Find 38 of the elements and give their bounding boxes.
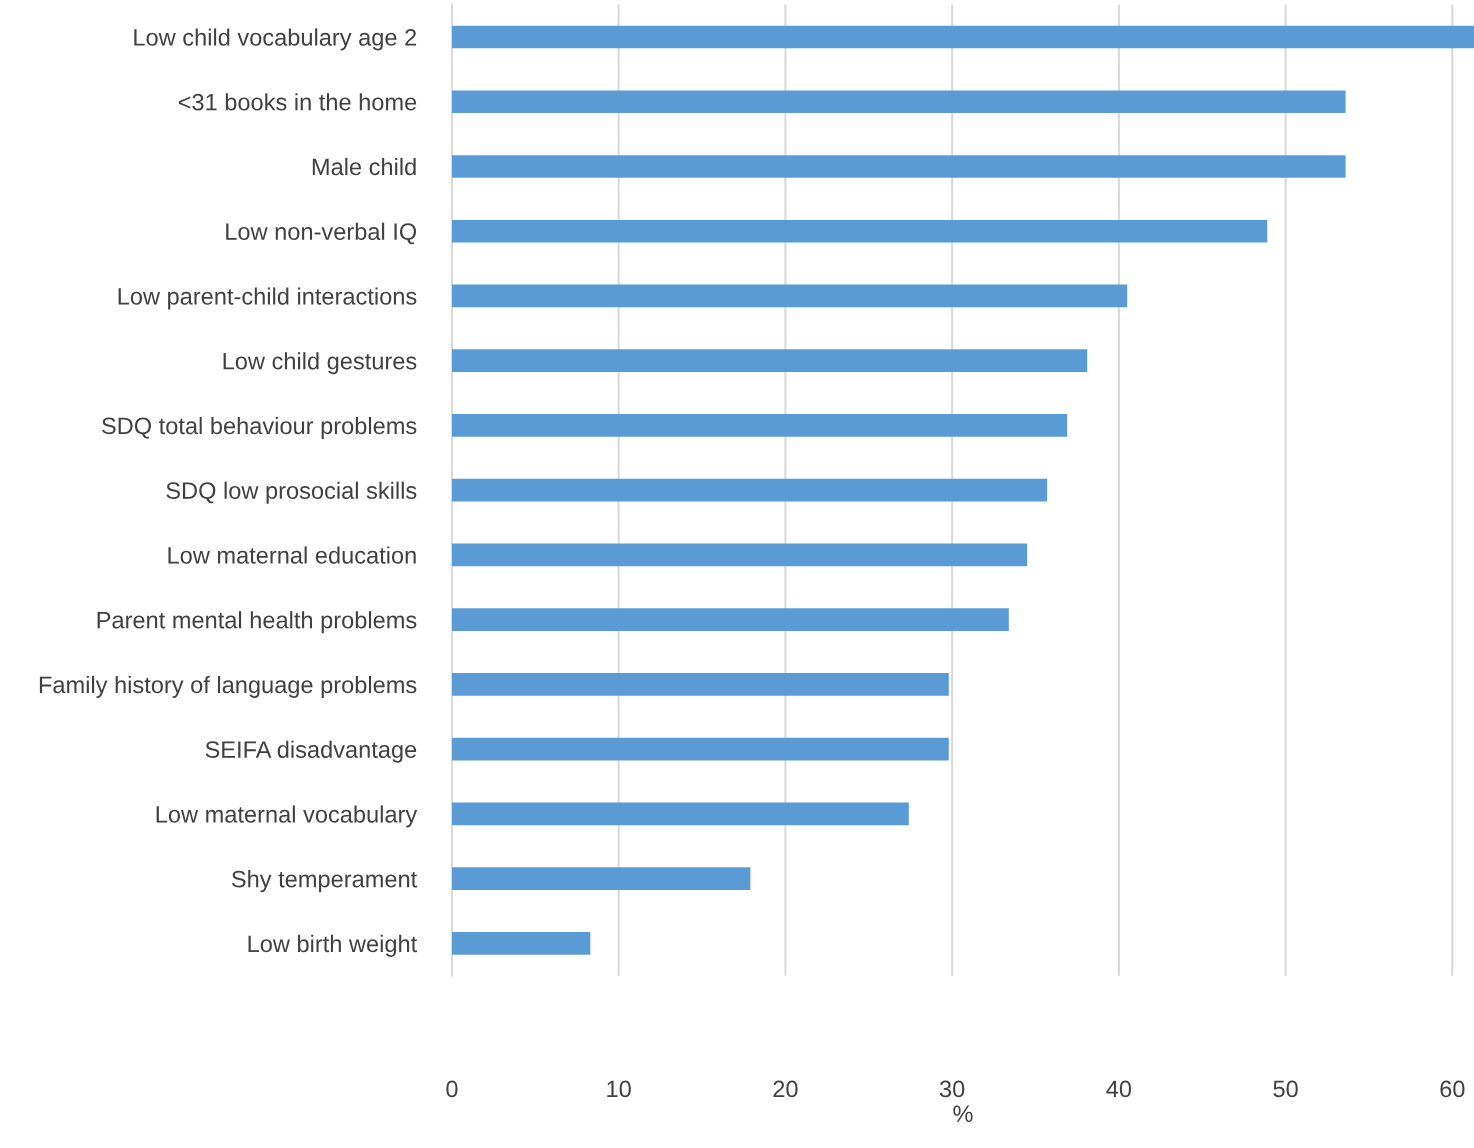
- bar: [451, 349, 1088, 373]
- x-tick-label: 30: [939, 1080, 965, 1098]
- bar: [451, 155, 1346, 178]
- y-tick-label: Low parent-child interactions: [118, 287, 417, 310]
- y-tick-label: Low maternal vocabulary: [156, 805, 418, 828]
- y-tick-label: Low birth weight: [248, 934, 418, 957]
- y-tick-label: Family history of language problems: [39, 675, 417, 698]
- y-tick-label: Low child gestures: [223, 352, 417, 375]
- y-tick-label: <31 books in the home: [178, 93, 417, 111]
- bar: [451, 25, 1474, 49]
- bar: [451, 414, 1068, 437]
- y-tick-label: SEIFA disadvantage: [205, 740, 417, 763]
- bar: [451, 478, 1048, 502]
- y-tick-label: Low child vocabulary age 2: [134, 28, 417, 51]
- bar: [451, 608, 1009, 632]
- y-tick-label: SDQ total behaviour problems: [102, 416, 417, 439]
- bar: [451, 737, 949, 761]
- bar: [451, 543, 1028, 567]
- bar: [451, 90, 1346, 114]
- bar: [451, 219, 1268, 243]
- x-tick-label: 40: [1106, 1080, 1132, 1098]
- x-tick-label: 10: [607, 1080, 631, 1098]
- x-tick-label: 60: [1440, 1080, 1465, 1098]
- x-tick-label: 20: [773, 1080, 798, 1098]
- x-tick-label: 0: [446, 1080, 458, 1098]
- y-tick-label: SDQ low prosocial skills: [166, 481, 417, 504]
- bar: [451, 284, 1128, 308]
- y-tick-label: Parent mental health problems: [97, 611, 417, 634]
- bar: [451, 673, 949, 696]
- bar: [451, 867, 751, 891]
- x-tick-label: 50: [1273, 1080, 1298, 1098]
- y-tick-label: Male child: [312, 157, 416, 176]
- bar: [451, 932, 591, 955]
- bar: [451, 802, 909, 826]
- x-axis-title: %: [953, 1105, 973, 1123]
- y-tick-label: Low maternal education: [168, 546, 416, 564]
- y-tick-label: Low non-verbal IQ: [226, 222, 417, 245]
- y-tick-label: Shy temperament: [231, 870, 418, 893]
